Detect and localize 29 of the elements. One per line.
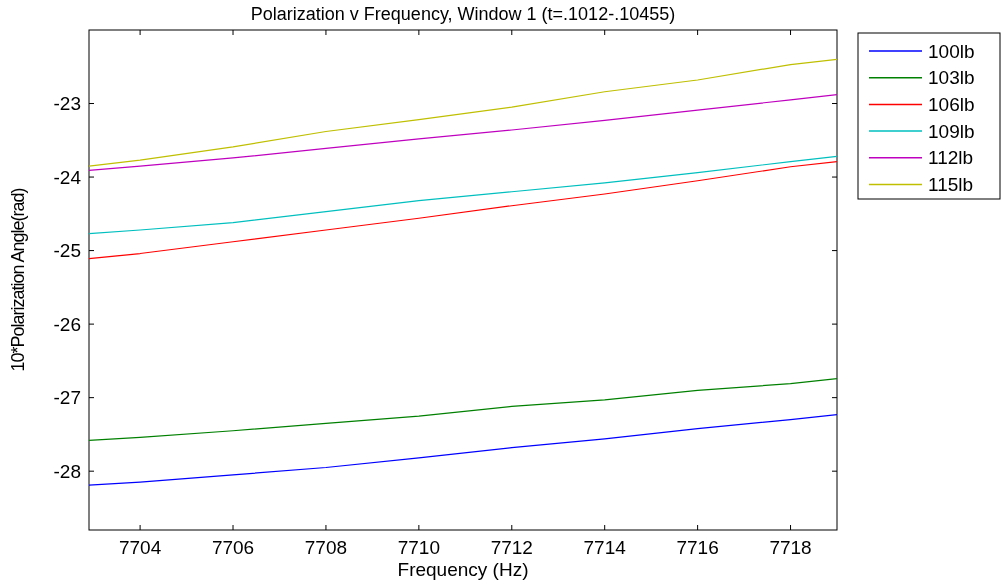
y-tick-label: -26 bbox=[53, 313, 81, 335]
legend-label: 109lb bbox=[928, 120, 975, 142]
line-series bbox=[89, 377, 837, 441]
line-series bbox=[89, 155, 837, 235]
chart-title: Polarization v Frequency, Window 1 (t=.1012-.10455) bbox=[250, 4, 676, 24]
x-tick-label: 7704 bbox=[118, 537, 162, 558]
x-tick-label: 7706 bbox=[211, 537, 255, 558]
x-tick-label: 7714 bbox=[583, 537, 627, 558]
y-axis-title: 10*Polarization Angle(rad) bbox=[8, 188, 28, 372]
y-tick-label: -23 bbox=[53, 93, 81, 115]
line-series bbox=[89, 413, 837, 486]
x-tick-label: 7716 bbox=[676, 537, 719, 558]
y-tick-label: -25 bbox=[53, 240, 81, 262]
x-tick-label: 7710 bbox=[397, 537, 440, 558]
x-tick-label: 7708 bbox=[304, 537, 348, 558]
line-series bbox=[89, 58, 837, 167]
legend-label: 106lb bbox=[928, 94, 975, 116]
legend-label: 103lb bbox=[928, 67, 975, 89]
y-tick-label: -28 bbox=[53, 460, 81, 482]
legend-label: 112lb bbox=[928, 147, 974, 169]
legend-label: 115lb bbox=[928, 174, 974, 196]
x-axis-title: Frequency (Hz) bbox=[397, 559, 529, 580]
line-series bbox=[89, 161, 837, 260]
legend-label: 100lb bbox=[928, 40, 975, 62]
y-tick-label: -27 bbox=[53, 387, 81, 409]
x-tick-label: 7712 bbox=[490, 537, 533, 558]
line-series bbox=[89, 94, 837, 172]
y-tick-label: -24 bbox=[53, 166, 82, 188]
x-tick-label: 7718 bbox=[769, 537, 812, 558]
